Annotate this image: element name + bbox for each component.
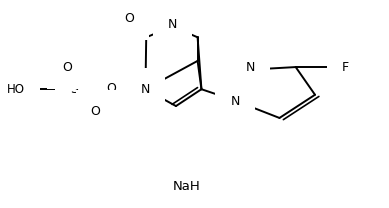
Text: O: O [62, 61, 72, 74]
Text: N: N [230, 95, 240, 108]
Text: S: S [70, 83, 78, 96]
Text: N: N [246, 61, 255, 74]
Text: N: N [141, 83, 150, 96]
Text: HO: HO [7, 83, 25, 96]
Text: O: O [107, 82, 116, 95]
Text: NaH: NaH [173, 180, 201, 193]
Text: O: O [124, 12, 134, 25]
Text: N: N [168, 18, 177, 31]
Text: F: F [342, 61, 349, 74]
Text: O: O [91, 105, 101, 118]
